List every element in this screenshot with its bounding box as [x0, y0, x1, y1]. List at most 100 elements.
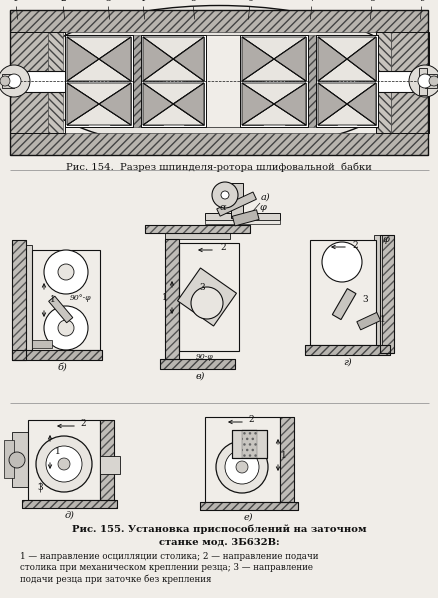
Text: 2: 2	[80, 420, 85, 429]
Text: 3: 3	[199, 283, 205, 292]
Bar	[304, 345, 389, 355]
Bar	[165, 239, 179, 359]
Polygon shape	[67, 37, 99, 81]
Bar	[12, 240, 26, 360]
Text: φ: φ	[381, 236, 389, 245]
Text: 1: 1	[50, 295, 56, 304]
Bar	[375, 32, 428, 133]
Bar	[110, 37, 131, 81]
Polygon shape	[346, 37, 375, 81]
Bar	[356, 83, 375, 125]
Bar	[373, 235, 381, 353]
Bar	[10, 32, 65, 133]
Polygon shape	[241, 37, 273, 81]
Polygon shape	[317, 37, 375, 59]
Polygon shape	[143, 37, 204, 59]
Bar	[241, 37, 262, 81]
Bar	[231, 430, 266, 458]
Bar	[67, 83, 88, 125]
Text: 3: 3	[361, 295, 367, 304]
Circle shape	[321, 242, 361, 282]
Bar	[424, 74, 436, 88]
Polygon shape	[241, 83, 305, 104]
Circle shape	[408, 65, 438, 97]
Circle shape	[58, 458, 70, 470]
Polygon shape	[67, 59, 131, 81]
Text: б): б)	[57, 362, 67, 371]
Bar	[10, 10, 427, 32]
Circle shape	[36, 436, 92, 492]
Bar	[141, 35, 205, 127]
Circle shape	[220, 191, 229, 199]
Circle shape	[417, 74, 431, 88]
Polygon shape	[143, 83, 204, 104]
Bar	[22, 500, 117, 508]
Text: 2: 2	[60, 0, 66, 3]
Text: 7: 7	[308, 0, 314, 3]
Bar	[133, 35, 141, 127]
Bar	[10, 68, 18, 95]
Text: е): е)	[243, 512, 252, 521]
Bar	[159, 359, 234, 369]
Bar	[317, 37, 336, 81]
Polygon shape	[317, 37, 346, 81]
Bar	[48, 32, 63, 133]
Polygon shape	[317, 83, 375, 104]
Circle shape	[0, 65, 30, 97]
Text: 1 — направление осцилляции столика; 2 — направление подачи: 1 — направление осцилляции столика; 2 — …	[20, 552, 318, 561]
Bar	[315, 35, 377, 127]
Bar	[179, 243, 238, 351]
Text: 4: 4	[140, 0, 145, 3]
Polygon shape	[317, 83, 346, 125]
Text: Рис. 154.  Разрез шпинделя-ротора шлифовальной  бабки: Рис. 154. Разрез шпинделя-ротора шлифова…	[66, 162, 371, 172]
Bar	[141, 35, 205, 127]
Bar	[28, 420, 100, 500]
Polygon shape	[99, 37, 131, 81]
Bar	[205, 417, 279, 502]
Bar	[315, 35, 377, 127]
Text: 3: 3	[37, 484, 43, 493]
Bar	[100, 456, 120, 474]
Circle shape	[212, 182, 237, 208]
Ellipse shape	[29, 5, 408, 151]
Text: д): д)	[65, 511, 75, 520]
Polygon shape	[241, 83, 273, 125]
Circle shape	[236, 461, 247, 473]
Bar	[317, 83, 336, 125]
Polygon shape	[241, 59, 305, 81]
Bar	[4, 440, 14, 478]
Bar	[379, 235, 393, 353]
Bar	[12, 240, 26, 360]
Bar	[110, 83, 131, 125]
Bar	[12, 350, 102, 360]
Text: 1: 1	[13, 0, 19, 3]
Bar	[10, 133, 427, 155]
Bar	[216, 192, 256, 216]
Bar	[240, 35, 307, 127]
Text: станке мод. 3Б632В:: станке мод. 3Б632В:	[158, 537, 279, 546]
Bar	[32, 250, 100, 350]
Polygon shape	[241, 104, 305, 125]
Polygon shape	[99, 83, 131, 125]
Polygon shape	[67, 83, 131, 104]
Circle shape	[46, 446, 82, 482]
Polygon shape	[173, 83, 204, 125]
Bar	[143, 83, 162, 125]
Bar	[375, 32, 390, 133]
Bar	[12, 350, 102, 360]
Text: столика при механическом креплении резца; 3 — направление: столика при механическом креплении резца…	[20, 563, 312, 572]
Bar	[232, 210, 258, 226]
Bar	[240, 35, 307, 127]
Bar	[205, 35, 240, 127]
Bar	[307, 35, 315, 127]
Circle shape	[215, 441, 267, 493]
Text: 3: 3	[105, 0, 110, 3]
Text: в): в)	[195, 371, 204, 380]
Polygon shape	[67, 83, 99, 125]
Circle shape	[191, 287, 223, 319]
Text: 2: 2	[351, 240, 357, 249]
Text: 6: 6	[247, 0, 252, 3]
Circle shape	[44, 306, 88, 350]
Bar	[356, 37, 375, 81]
Bar	[10, 71, 428, 92]
